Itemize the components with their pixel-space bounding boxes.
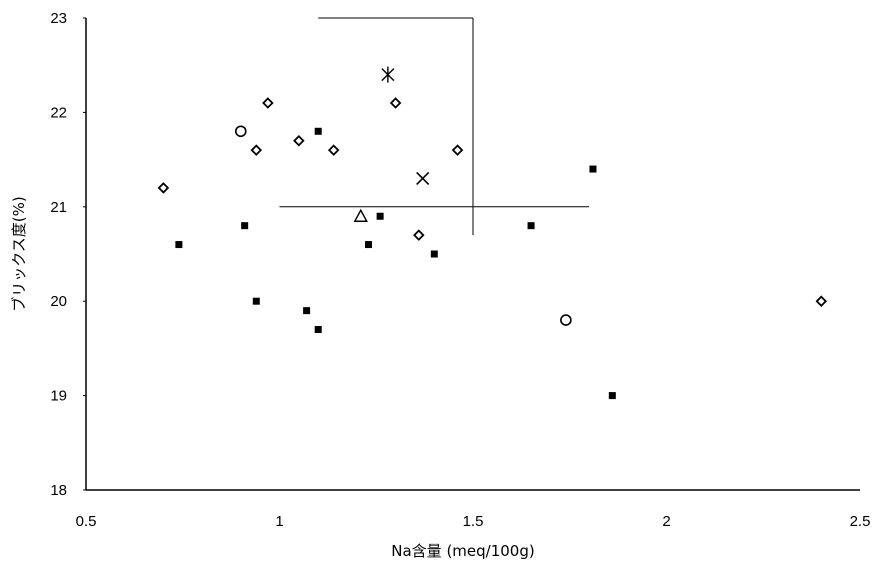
square-point [175, 241, 183, 249]
y-tick-label: 18 [50, 482, 67, 499]
y-tick-label: 21 [50, 199, 67, 216]
y-tick-label: 23 [50, 10, 67, 27]
square-point [365, 241, 373, 249]
square-point [589, 165, 597, 173]
diamond-point [815, 295, 828, 307]
square-point [430, 250, 438, 258]
square-point [376, 212, 384, 220]
square-point [303, 307, 311, 315]
diamond-point [157, 182, 170, 194]
x-tick-label: 1 [275, 513, 283, 530]
asterisk-point [381, 66, 395, 83]
y-tick-label: 22 [50, 104, 67, 121]
y-tick-label: 20 [50, 293, 67, 310]
x-point [416, 171, 430, 186]
square-point [241, 222, 249, 230]
axes [85, 18, 860, 491]
diamond-point [250, 144, 263, 156]
diamond-point [327, 144, 340, 156]
triangle-point [353, 208, 368, 222]
diamond-point [293, 134, 305, 147]
x-tick-labels: 0.5 1 1.5 2 2.5 [76, 513, 871, 530]
diamond-point [389, 97, 402, 109]
y-tick-label: 19 [50, 388, 67, 405]
circle-point [560, 314, 572, 326]
diamond-point [451, 144, 464, 156]
square-point [608, 392, 616, 400]
y-axis-title: ブリックス度(%) [10, 196, 28, 312]
x-tick-label: 0.5 [76, 513, 97, 530]
x-axis-title: Na含量 (meq/100g) [391, 542, 534, 560]
square-point [314, 326, 322, 334]
x-tick-label: 2 [662, 513, 670, 530]
x-tick-label: 1.5 [463, 513, 484, 530]
square-point [527, 222, 535, 230]
square-point [314, 127, 322, 135]
x-tick-label: 2.5 [850, 513, 871, 530]
diamond-point [262, 97, 274, 109]
diamond-point [413, 229, 425, 241]
circle-point [235, 125, 247, 138]
data-points [157, 66, 828, 400]
y-tick-labels: 23 22 21 20 19 18 [50, 10, 86, 499]
reference-lines [279, 17, 590, 236]
square-point [252, 297, 260, 305]
